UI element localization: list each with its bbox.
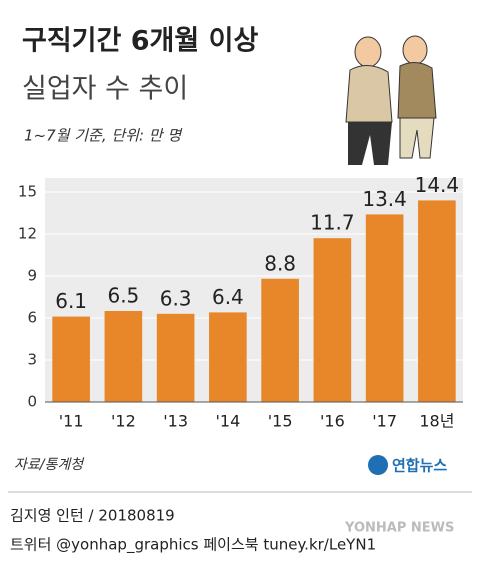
- x-tick-label: 18년: [419, 412, 454, 431]
- bar: [209, 312, 247, 402]
- y-tick-label: 3: [27, 351, 37, 369]
- value-label: 6.4: [212, 285, 244, 309]
- y-tick-label: 12: [18, 225, 37, 243]
- x-tick-label: '17: [372, 412, 397, 431]
- bar: [52, 316, 90, 402]
- credit: 김지영 인턴 / 20180819: [10, 507, 175, 525]
- x-tick-label: '14: [215, 412, 240, 431]
- y-tick-label: 6: [27, 309, 37, 327]
- bar: [156, 313, 195, 402]
- y-tick-label: 9: [27, 267, 37, 285]
- x-tick-label: '13: [163, 412, 188, 431]
- source: 자료/통계청: [14, 457, 85, 473]
- chart-note: 1~7월 기준, 단위: 만 명: [24, 127, 183, 145]
- value-label: 6.1: [55, 289, 87, 313]
- social: 트위터 @yonhap_graphics 페이스북 tuney.kr/LeYN1: [10, 536, 376, 555]
- watermark: YONHAP NEWS: [344, 521, 454, 536]
- y-tick-label: 15: [18, 183, 37, 201]
- chart-title: 구직기간 6개월 이상: [22, 26, 258, 57]
- y-tick-label: 0: [27, 393, 37, 411]
- illustration: [345, 35, 437, 165]
- bar: [104, 311, 143, 402]
- bar: [313, 238, 352, 402]
- x-tick-label: '15: [268, 412, 293, 431]
- logo: 연합뉴스: [392, 457, 447, 475]
- logo-mark: [368, 455, 388, 475]
- x-tick-label: '11: [59, 412, 84, 431]
- value-label: 6.3: [160, 286, 192, 310]
- x-tick-label: '12: [111, 412, 136, 431]
- value-label: 11.7: [310, 211, 355, 235]
- value-label: 8.8: [264, 251, 296, 275]
- value-label: 6.5: [107, 284, 139, 308]
- chart-subtitle: 실업자 수 추이: [22, 74, 188, 105]
- bar: [261, 278, 299, 402]
- value-label: 14.4: [415, 173, 460, 197]
- bar: [365, 214, 404, 402]
- value-label: 13.4: [362, 187, 407, 211]
- bar: [418, 200, 456, 402]
- x-tick-label: '16: [320, 412, 345, 431]
